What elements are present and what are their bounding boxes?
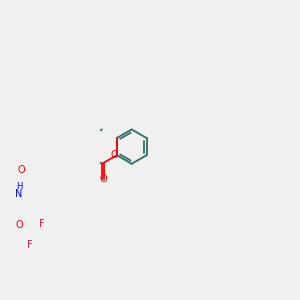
- Text: O: O: [16, 220, 23, 230]
- Text: N: N: [15, 190, 23, 200]
- Text: H: H: [16, 182, 22, 191]
- Text: O: O: [18, 165, 26, 175]
- Text: F: F: [40, 219, 45, 229]
- Text: O: O: [100, 174, 107, 184]
- Text: O: O: [110, 150, 118, 160]
- Text: F: F: [27, 241, 32, 250]
